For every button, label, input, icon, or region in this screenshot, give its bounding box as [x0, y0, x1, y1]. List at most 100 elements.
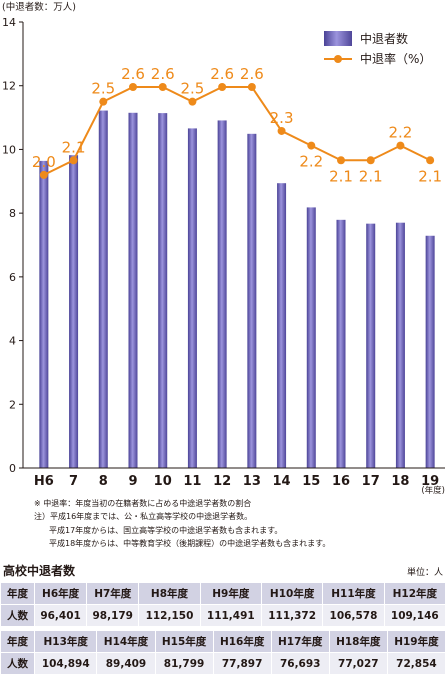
note-line: 平成18年度からは、中等教育学校（後期課程）の中途退学者数も含まれます。: [49, 538, 331, 548]
x-tick-label: 8: [99, 474, 108, 489]
bar: [366, 223, 376, 468]
count-cell: 72,854: [386, 652, 447, 675]
rate-label: 2.6: [121, 65, 145, 83]
rate-line: [43, 85, 431, 176]
bar: [217, 120, 227, 468]
count-cell: 98,179: [86, 604, 140, 627]
count-cell: 106,578: [322, 604, 385, 627]
bar-series: [39, 110, 435, 469]
x-tick-label: 19: [421, 474, 439, 489]
legend-line-marker: [334, 55, 342, 63]
count-cell: 81,799: [154, 652, 214, 675]
y-tick-label: 14: [2, 16, 16, 29]
rate-point: [247, 82, 256, 91]
y-tick-label: 8: [9, 207, 16, 220]
y-tick-label: 12: [2, 80, 16, 93]
x-tick-label: 10: [154, 474, 172, 489]
bar: [425, 235, 435, 468]
rate-label: 2.0: [32, 153, 56, 171]
x-tick-label: 11: [183, 474, 201, 489]
year-cell: H13年度: [33, 630, 98, 653]
value-label: 人数: [0, 604, 35, 627]
x-tick-label: 17: [362, 474, 380, 489]
year-cell: H15年度: [154, 630, 214, 653]
notes: ※ 中退率：年度当初の在籍者数に占める中途退学者数の割合 注）平成16年度までは…: [34, 497, 330, 550]
x-tick-label: H6: [34, 474, 54, 489]
year-cell: H14年度: [96, 630, 156, 653]
bar: [98, 110, 108, 468]
y-tick-label: 6: [9, 271, 16, 284]
table-value-row: 人数 96,401 98,179 112,150 111,491 111,372…: [0, 604, 447, 627]
count-cell: 77,897: [212, 652, 272, 675]
data-table-1: 年度 H6年度 H7年度 H8年度 H9年度 H10年度 H11年度 H12年度…: [0, 582, 447, 627]
x-tick-label: 16: [332, 474, 350, 489]
bar: [336, 219, 346, 468]
count-cell: 89,409: [96, 652, 156, 675]
rate-label: 2.1: [62, 138, 86, 156]
year-cell: H19年度: [386, 630, 447, 653]
rate-point: [396, 141, 405, 150]
legend-line-label: 中退率（%）: [360, 51, 431, 66]
dropout-chart: (中退者数：万人) 0 2 4 6 8 10 12 14 2.0 2.1 2.5 2.6 2.6 2.5…: [2, 1, 445, 495]
rate-label: 2.3: [270, 109, 294, 127]
y-tick-label: 10: [2, 143, 16, 156]
bar: [187, 128, 197, 468]
count-cell: 111,372: [260, 604, 324, 627]
rate-point: [158, 82, 167, 91]
year-cell: H12年度: [383, 582, 447, 605]
rate-label: 2.1: [359, 167, 383, 185]
rate-point: [366, 156, 375, 165]
x-tick-label: 15: [302, 474, 320, 489]
header-label: 年度: [0, 582, 35, 605]
count-cell: 109,146: [383, 604, 447, 627]
rate-point: [39, 170, 48, 179]
x-tick-label: 9: [128, 474, 137, 489]
x-tick-label: 7: [69, 474, 78, 489]
rate-point: [307, 141, 316, 150]
count-cell: 104,894: [33, 652, 98, 675]
legend-bar-label: 中退者数: [360, 31, 408, 46]
bar: [158, 113, 168, 469]
rate-label: 2.5: [91, 80, 115, 98]
year-cell: H18年度: [328, 630, 388, 653]
bar: [39, 160, 49, 468]
line-series: 2.0 2.1 2.5 2.6 2.6 2.5 2.6 2.6 2.3 2.2 2.1 2.1 2.2 2…: [32, 65, 442, 185]
bar: [69, 155, 79, 469]
rate-point: [188, 97, 197, 106]
x-unit-label: (年度): [421, 485, 445, 495]
rate-label: 2.1: [418, 167, 442, 185]
rate-label: 2.2: [388, 124, 412, 142]
bar: [277, 183, 287, 468]
rate-label: 2.6: [151, 65, 175, 83]
count-cell: 77,027: [328, 652, 388, 675]
count-cell: 111,491: [199, 604, 262, 627]
data-table-2: 年度 H13年度 H14年度 H15年度 H16年度 H17年度 H18年度 H…: [0, 630, 447, 675]
rate-point: [129, 82, 137, 91]
x-tick-label: 14: [273, 474, 291, 489]
rate-label: 2.5: [180, 80, 204, 98]
table-unit: 単位：人: [406, 568, 443, 578]
count-cell: 112,150: [138, 604, 201, 627]
note-line: 平成17年度からは、国立高等学校の中途退学者数も含まれます。: [49, 525, 283, 535]
table-title: 高校中退者数: [3, 564, 76, 578]
legend-bar-swatch: [324, 31, 352, 46]
table-header-row: 年度 H13年度 H14年度 H15年度 H16年度 H17年度 H18年度 H…: [0, 630, 447, 653]
count-cell: 76,693: [270, 652, 330, 675]
rate-label: 2.1: [329, 167, 353, 185]
year-cell: H11年度: [322, 582, 385, 605]
y-tick-label: 2: [9, 398, 16, 411]
y-tick-label: 0: [9, 462, 16, 475]
rate-point: [277, 126, 286, 135]
bar: [128, 112, 138, 469]
rate-point: [218, 82, 227, 91]
table-header-row: 年度 H6年度 H7年度 H8年度 H9年度 H10年度 H11年度 H12年度: [0, 582, 447, 605]
count-cell: 96,401: [33, 604, 88, 627]
rate-point: [426, 156, 435, 165]
rate-label: 2.6: [240, 65, 264, 83]
year-cell: H7年度: [86, 582, 140, 605]
rate-point: [69, 156, 78, 165]
value-label: 人数: [0, 652, 35, 675]
year-cell: H17年度: [270, 630, 330, 653]
rate-label: 2.2: [299, 153, 323, 171]
note-line: 注）平成16年度までは、公・私立高等学校の中途退学者数。: [34, 512, 253, 522]
